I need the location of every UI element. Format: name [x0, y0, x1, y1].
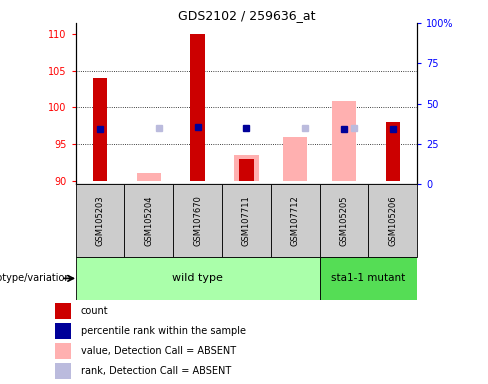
Text: genotype/variation: genotype/variation [0, 273, 71, 283]
Bar [55, 323, 71, 339]
Title: GDS2102 / 259636_at: GDS2102 / 259636_at [178, 9, 315, 22]
Bar [173, 184, 222, 257]
Bar [332, 101, 356, 180]
Bar [93, 78, 107, 180]
Bar [55, 303, 71, 319]
Bar [190, 34, 205, 180]
Text: value, Detection Call = ABSENT: value, Detection Call = ABSENT [81, 346, 236, 356]
Text: GSM107711: GSM107711 [242, 195, 251, 246]
Text: percentile rank within the sample: percentile rank within the sample [81, 326, 245, 336]
Bar [283, 137, 307, 180]
Bar [124, 184, 173, 257]
Bar [320, 184, 368, 257]
Text: count: count [81, 306, 108, 316]
Bar [271, 184, 320, 257]
Bar [234, 155, 259, 180]
Bar [76, 257, 320, 300]
Text: GSM105205: GSM105205 [340, 195, 348, 246]
Bar [320, 257, 417, 300]
Bar [137, 173, 161, 180]
Text: GSM105203: GSM105203 [96, 195, 104, 246]
Bar [239, 159, 254, 180]
Text: GSM107712: GSM107712 [291, 195, 300, 246]
Text: GSM105204: GSM105204 [144, 195, 153, 246]
Text: sta1-1 mutant: sta1-1 mutant [331, 273, 406, 283]
Text: GSM105206: GSM105206 [388, 195, 397, 246]
Bar [368, 184, 417, 257]
Bar [386, 122, 400, 180]
Bar [222, 184, 271, 257]
Text: rank, Detection Call = ABSENT: rank, Detection Call = ABSENT [81, 366, 231, 376]
Text: wild type: wild type [172, 273, 223, 283]
Bar [76, 184, 124, 257]
Bar [55, 343, 71, 359]
Bar [55, 363, 71, 379]
Text: GSM107670: GSM107670 [193, 195, 202, 246]
